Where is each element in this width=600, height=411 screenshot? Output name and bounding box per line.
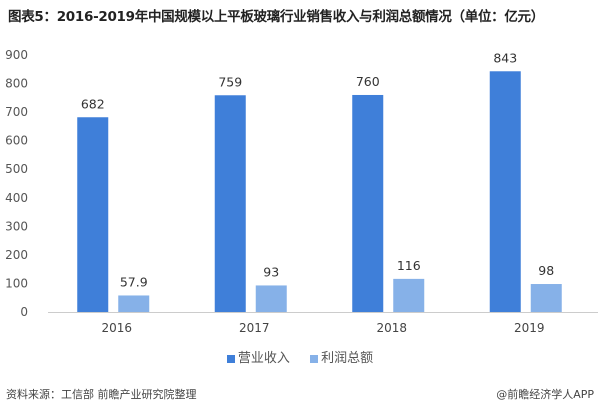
bar-revenue-2019 (489, 71, 521, 312)
bar-chart: 0 100 200 300 400 500 600 700 800 900 2016 682 57.9 2… (5, 48, 598, 335)
data-label: 93 (263, 264, 279, 279)
data-label: 57.9 (120, 274, 148, 289)
y-tick-label: 400 (5, 191, 28, 205)
bar-revenue-2018 (352, 94, 384, 312)
y-tick-label: 600 (5, 134, 28, 148)
y-tick-label: 0 (20, 305, 28, 319)
legend-label: 营业收入 (237, 351, 290, 366)
y-tick-label: 200 (5, 248, 28, 262)
legend: 营业收入 利润总额 (0, 347, 600, 366)
y-tick-label: 100 (5, 276, 28, 290)
brand-credit: @前瞻经济学人APP (496, 388, 594, 401)
bar-profit-2016 (118, 295, 150, 312)
y-tick-label: 300 (5, 219, 28, 233)
y-tick-label: 700 (5, 105, 28, 119)
bar-revenue-2016 (77, 117, 109, 312)
legend-swatch (226, 354, 235, 363)
bar-profit-2018 (393, 278, 425, 312)
source-note: 资料来源：工信部 前瞻产业研究院整理 (6, 388, 197, 401)
x-tick-label: 2017 (239, 321, 270, 335)
legend-item-revenue: 营业收入 (226, 351, 290, 366)
x-tick-label: 2018 (376, 321, 407, 335)
x-tick-label: 2019 (514, 321, 545, 335)
data-label: 98 (538, 263, 554, 278)
data-label: 682 (81, 96, 105, 111)
data-label: 843 (493, 50, 517, 65)
data-label: 759 (218, 74, 242, 89)
chart-title: 图表5：2016-2019年中国规模以上平板玻璃行业销售收入与利润总额情况（单位… (8, 9, 544, 25)
y-tick-label: 500 (5, 162, 28, 176)
y-tick-label: 800 (5, 77, 28, 91)
y-tick-label: 900 (5, 48, 28, 62)
legend-item-profit: 利润总额 (310, 351, 373, 366)
legend-label: 利润总额 (321, 351, 374, 366)
legend-swatch (310, 354, 319, 363)
data-label: 116 (397, 258, 421, 273)
bar-profit-2017 (255, 285, 287, 312)
bar-revenue-2017 (214, 95, 246, 312)
data-label: 760 (356, 74, 380, 89)
x-tick-label: 2016 (101, 321, 132, 335)
bar-profit-2019 (530, 284, 562, 312)
